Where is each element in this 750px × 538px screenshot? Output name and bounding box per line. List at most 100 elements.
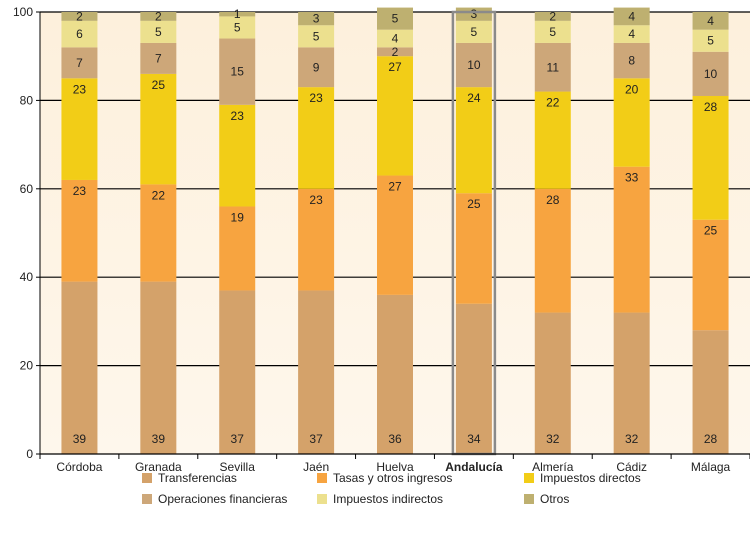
data-label: 34 (467, 432, 481, 446)
legend-item: Impuestos directos (524, 471, 641, 485)
bar-segment (140, 73, 177, 185)
bar-group: 39 22 25 7 5 2 (140, 9, 177, 454)
bar-segment (298, 12, 335, 26)
data-label: 3 (313, 12, 320, 26)
bar-segment (140, 20, 177, 43)
x-tick-label: Huelva (376, 460, 414, 474)
bar-segment (613, 42, 650, 79)
data-label: 5 (471, 25, 478, 39)
legend-swatch (142, 473, 152, 483)
data-label: 22 (152, 188, 166, 202)
y-tick-label: 40 (20, 270, 34, 284)
bar-segment (61, 12, 98, 21)
data-label: 23 (309, 91, 323, 105)
bar-segment (219, 206, 256, 291)
bar-segment (613, 166, 650, 313)
bar-segment (219, 16, 256, 39)
bar-segment (298, 47, 335, 88)
x-tick-label: Cádiz (616, 460, 647, 474)
bar-segment (692, 12, 729, 30)
data-label: 4 (628, 27, 635, 41)
bar-segment (455, 42, 492, 88)
legend-label: Tasas y otros ingresos (333, 471, 452, 485)
bar-group: 32 33 20 8 4 4 (613, 7, 650, 454)
data-label: 23 (231, 109, 245, 123)
data-label: 28 (704, 432, 718, 446)
bar-segment (61, 281, 98, 454)
legend-item: Otros (524, 492, 569, 506)
bar-segment (692, 29, 729, 52)
legend-swatch (142, 494, 152, 504)
data-label: 1 (234, 7, 241, 21)
data-label: 28 (704, 100, 718, 114)
bar-segment (219, 38, 256, 105)
bar-group: 39 23 23 7 6 2 (61, 9, 98, 454)
data-label: 25 (467, 197, 481, 211)
data-label: 33 (625, 171, 639, 185)
data-label: 8 (628, 54, 635, 68)
data-label: 4 (392, 32, 399, 46)
data-label: 9 (313, 60, 320, 74)
data-label: 2 (76, 9, 83, 23)
bar-segment (377, 29, 413, 48)
data-label: 7 (76, 56, 83, 70)
data-label: 27 (388, 180, 402, 194)
data-label: 4 (628, 9, 635, 23)
bar-segment (377, 294, 413, 454)
data-label: 15 (231, 65, 245, 79)
legend-swatch (317, 494, 327, 504)
data-label: 32 (625, 432, 639, 446)
bar-segment (61, 78, 98, 180)
data-label: 23 (309, 193, 323, 207)
bar-segment (140, 281, 177, 454)
x-axis: Córdoba Granada Sevilla Jaén Huelva Andalucía… (39, 453, 750, 474)
data-label: 23 (73, 82, 87, 96)
bar-segment (534, 12, 571, 21)
data-label: 22 (546, 96, 560, 110)
legend-swatch (524, 473, 534, 483)
bar-segment (455, 193, 492, 304)
data-label: 5 (549, 25, 556, 39)
bar-segment (377, 175, 413, 295)
legend-item: Operaciones financieras (142, 492, 287, 506)
legend-label: Otros (540, 492, 569, 506)
bar-group: 32 28 22 11 5 2 (534, 9, 571, 454)
bar-segment (61, 47, 98, 79)
x-tick-label: Andalucía (445, 460, 503, 474)
data-label: 39 (152, 432, 166, 446)
data-label: 7 (155, 51, 162, 65)
data-label: 2 (549, 9, 556, 23)
bar-group: 37 19 23 15 51 (219, 7, 256, 454)
data-label: 24 (467, 91, 481, 105)
bar-segment (455, 87, 492, 194)
bar-segment (534, 20, 571, 43)
legend-label: Impuestos indirectos (333, 492, 443, 506)
bar-segment (298, 290, 335, 454)
bar-segment (298, 25, 335, 48)
data-label: 5 (234, 20, 241, 34)
bar-segment (377, 56, 413, 176)
y-tick-label: 20 (20, 359, 34, 373)
legend: Transferencias Tasas y otros ingresos Impu… (142, 471, 641, 506)
x-tick-label: Sevilla (220, 460, 256, 474)
x-tick-label: Granada (135, 460, 182, 474)
bar-segment (377, 7, 413, 30)
bar-segment (534, 312, 571, 454)
bar-segment (692, 219, 729, 331)
bar-segment (613, 25, 650, 43)
x-tick-label: Almería (532, 460, 574, 474)
legend-swatch (524, 494, 534, 504)
y-tick-label: 0 (26, 447, 33, 461)
bar-segment (61, 179, 98, 282)
bar-segment (534, 42, 571, 92)
legend-label: Operaciones financieras (158, 492, 287, 506)
data-label: 39 (73, 432, 87, 446)
bar-segment (692, 51, 729, 96)
legend-swatch (317, 473, 327, 483)
legend-item: Impuestos indirectos (317, 492, 443, 506)
data-label: 3 (471, 7, 478, 21)
bar-segment (61, 20, 98, 48)
y-tick-label: 60 (20, 182, 34, 196)
